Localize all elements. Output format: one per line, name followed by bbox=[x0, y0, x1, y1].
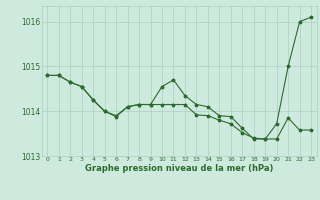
X-axis label: Graphe pression niveau de la mer (hPa): Graphe pression niveau de la mer (hPa) bbox=[85, 164, 273, 173]
